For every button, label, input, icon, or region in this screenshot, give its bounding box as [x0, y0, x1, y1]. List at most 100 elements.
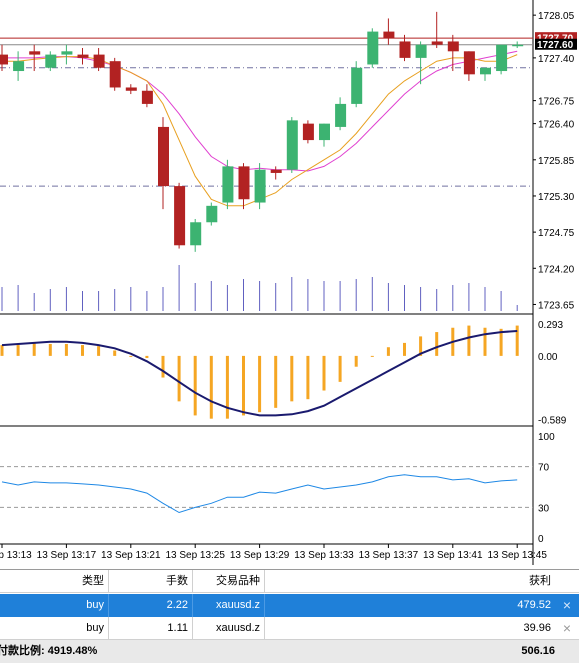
table-header: 类型 手数 交易品种 获利 — [0, 570, 579, 593]
macd-histogram-bar — [113, 350, 117, 356]
macd-histogram-bar — [32, 342, 36, 356]
macd-histogram-bar — [209, 355, 213, 419]
candle-body — [367, 31, 379, 65]
candle-body — [206, 205, 218, 223]
time-tick-label: 13 Sep 13:33 — [294, 550, 354, 561]
macd-histogram-bar — [386, 347, 390, 356]
candle-body — [238, 166, 250, 200]
time-tick-label: 13 Sep 13:45 — [487, 550, 547, 561]
candle-body — [141, 90, 153, 104]
table-row[interactable]: buy 2.22 xauusd.z 479.52 × — [0, 594, 579, 617]
rsi-tick-label: 30 — [538, 503, 550, 514]
candle-body — [335, 103, 347, 127]
macd-histogram-bar — [306, 355, 310, 400]
header-type[interactable]: 类型 — [0, 570, 109, 593]
time-tick-label: 13 Sep 13:17 — [37, 550, 97, 561]
macd-histogram-bar — [467, 325, 471, 356]
time-tick-label: 13 Sep 13:13 — [0, 550, 32, 561]
candle-body — [415, 44, 427, 58]
account-summary: 预付款比例: 4919.48% 506.16 — [0, 640, 579, 663]
candle-body — [480, 67, 491, 75]
macd-signal-line — [1, 330, 518, 417]
time-tick-label: 13 Sep 13:41 — [423, 550, 483, 561]
price-chart[interactable]: 1728.05 1727.40 1726.75 1726.40 1725.85 1725.… — [0, 0, 577, 565]
macd-tick-label: 0.293 — [538, 320, 563, 331]
candle-body — [190, 222, 202, 246]
header-lots[interactable]: 手数 — [109, 570, 193, 593]
macd-histogram-bar — [338, 355, 342, 382]
candle-body — [383, 31, 395, 39]
macd-tick-label: -0.589 — [538, 416, 567, 427]
candle-body — [158, 126, 169, 187]
candle-body — [13, 61, 25, 72]
macd-histogram-bar — [16, 345, 20, 356]
ask-price-tag-bg — [535, 32, 577, 44]
macd-chart[interactable]: 0.293 0.00 -0.589 — [0, 320, 567, 427]
candle-body — [125, 87, 137, 91]
macd-histogram-bar — [177, 355, 181, 402]
candle-body — [29, 51, 41, 55]
macd-histogram-bar — [0, 345, 4, 356]
order-lots: 2.22 — [109, 594, 193, 617]
macd-histogram-bar — [322, 355, 326, 391]
chart-area[interactable]: 1728.05 1727.40 1726.75 1726.40 1725.85 1725.… — [0, 0, 579, 569]
price-tick-label: 1725.30 — [538, 192, 575, 203]
macd-histogram-bar — [48, 343, 52, 356]
time-tick-label: 13 Sep 13:29 — [230, 550, 290, 561]
rsi-tick-label: 0 — [538, 534, 544, 545]
macd-histogram-bar — [403, 342, 406, 356]
candle-body — [286, 120, 298, 170]
macd-histogram-bar — [145, 355, 149, 359]
candle-body — [254, 169, 266, 203]
candle-body — [496, 44, 508, 72]
close-order-icon[interactable]: × — [562, 620, 572, 636]
rsi-line — [1, 474, 518, 514]
macd-histogram-bar — [370, 355, 374, 357]
order-type: buy — [0, 617, 109, 640]
macd-histogram-bar — [81, 345, 84, 356]
macd-histogram-bar — [97, 346, 101, 356]
close-order-icon[interactable]: × — [562, 597, 572, 613]
macd-histogram-bar — [161, 355, 165, 378]
candle-body — [463, 51, 475, 75]
bid-price-tag-bg — [535, 38, 577, 50]
candle-body — [77, 54, 89, 58]
candle-body — [512, 44, 524, 47]
time-tick-label: 13 Sep 13:37 — [359, 550, 419, 561]
price-plot-bg — [0, 2, 533, 313]
macd-histogram-bar — [419, 336, 423, 356]
macd-histogram-bar — [225, 355, 229, 419]
macd-histogram-bar — [483, 327, 487, 356]
order-symbol: xauusd.z — [193, 594, 265, 617]
order-symbol: xauusd.z — [193, 617, 265, 640]
price-tick-label: 1727.40 — [538, 54, 575, 65]
candle-body — [447, 41, 459, 52]
trade-panel: 类型 手数 交易品种 获利 buy 2.22 xauusd.z 479.52 ×… — [0, 569, 579, 663]
total-profit: 506.16 — [521, 645, 555, 657]
time-tick-label: 13 Sep 13:25 — [165, 550, 225, 561]
candle-body — [109, 61, 121, 88]
candle-body — [399, 41, 411, 58]
order-profit: 479.52 — [517, 599, 551, 611]
macd-tick-label: 0.00 — [538, 352, 558, 363]
candle-body — [270, 169, 282, 173]
order-type: buy — [0, 594, 109, 617]
macd-histogram-bar — [274, 355, 278, 408]
candle-body — [174, 186, 186, 246]
macd-histogram-bar — [290, 355, 294, 402]
table-row[interactable]: buy 1.11 xauusd.z 39.96 × — [0, 617, 579, 640]
header-profit[interactable]: 获利 — [529, 575, 551, 587]
order-profit: 39.96 — [523, 622, 551, 634]
price-tick-label: 1726.40 — [538, 120, 575, 131]
macd-histogram-bar — [515, 325, 519, 356]
header-symbol[interactable]: 交易品种 — [193, 570, 265, 593]
rsi-tick-label: 100 — [538, 432, 555, 443]
macd-histogram-bar — [435, 332, 439, 356]
rsi-chart[interactable]: 100 70 30 0 — [0, 432, 555, 545]
time-tick-label: 13 Sep 13:21 — [101, 550, 161, 561]
candle-body — [319, 123, 330, 141]
candle-body — [61, 51, 73, 55]
order-lots: 1.11 — [109, 617, 193, 640]
candle-body — [351, 67, 363, 104]
time-axis: 13 Sep 13:13 13 Sep 13:17 13 Sep 13:21 13 S… — [0, 544, 547, 561]
